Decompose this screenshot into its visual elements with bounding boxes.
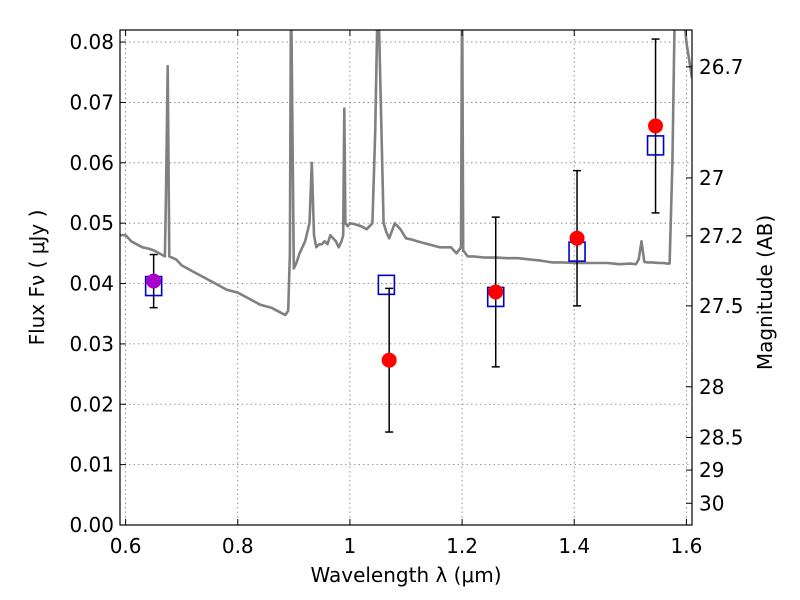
y2-tick-label: 30 xyxy=(699,491,724,515)
x-tick-label: 1.6 xyxy=(670,534,702,558)
y2-tick-label: 28.5 xyxy=(699,425,744,449)
observed-point xyxy=(146,273,162,289)
observed-point xyxy=(569,230,585,246)
model-point xyxy=(646,135,665,156)
model-point xyxy=(377,274,396,296)
y-tick-label: 0.04 xyxy=(69,272,114,296)
y-tick-label: 0.02 xyxy=(69,392,114,416)
y2-axis-label: Magnitude (AB) xyxy=(753,215,777,370)
y-tick-label: 0.03 xyxy=(69,332,114,356)
y-tick-label: 0.01 xyxy=(69,453,114,477)
y2-tick-label: 28 xyxy=(699,375,724,399)
plot-frame xyxy=(119,29,693,526)
y2-tick-label: 27.5 xyxy=(699,294,744,318)
y-tick-label: 0.06 xyxy=(69,151,114,175)
observed-point xyxy=(381,352,397,368)
y2-tick-label: 27 xyxy=(699,166,724,190)
x-tick-label: 0.6 xyxy=(110,534,142,558)
spectrum-line xyxy=(120,30,692,317)
points-layer xyxy=(144,38,665,433)
ticks-layer: 0.6 0.8 1 1.2 1.4 1.6 0.00 0.01 0.02 0.03 0.04 0.05… xyxy=(69,30,744,558)
x-axis-label: Wavelength λ (μm) xyxy=(310,563,501,587)
y2-tick-label: 29 xyxy=(699,458,724,482)
spectrum-layer xyxy=(120,30,692,317)
x-tick-label: 1 xyxy=(344,534,357,558)
x-tick-label: 1.4 xyxy=(558,534,590,558)
x-tick-label: 0.8 xyxy=(222,534,254,558)
y2-tick-label: 26.7 xyxy=(699,55,744,79)
x-tick-label: 1.2 xyxy=(446,534,478,558)
y-tick-label: 0.07 xyxy=(69,90,114,114)
observed-point xyxy=(648,118,664,134)
y2-tick-label: 27.2 xyxy=(699,224,744,248)
y-axis-label: Flux Fν ( μJy ) xyxy=(25,210,49,346)
y-tick-label: 0.08 xyxy=(69,30,114,54)
y-tick-label: 0.00 xyxy=(69,513,114,537)
y-tick-label: 0.05 xyxy=(69,211,114,235)
observed-point xyxy=(488,284,504,300)
